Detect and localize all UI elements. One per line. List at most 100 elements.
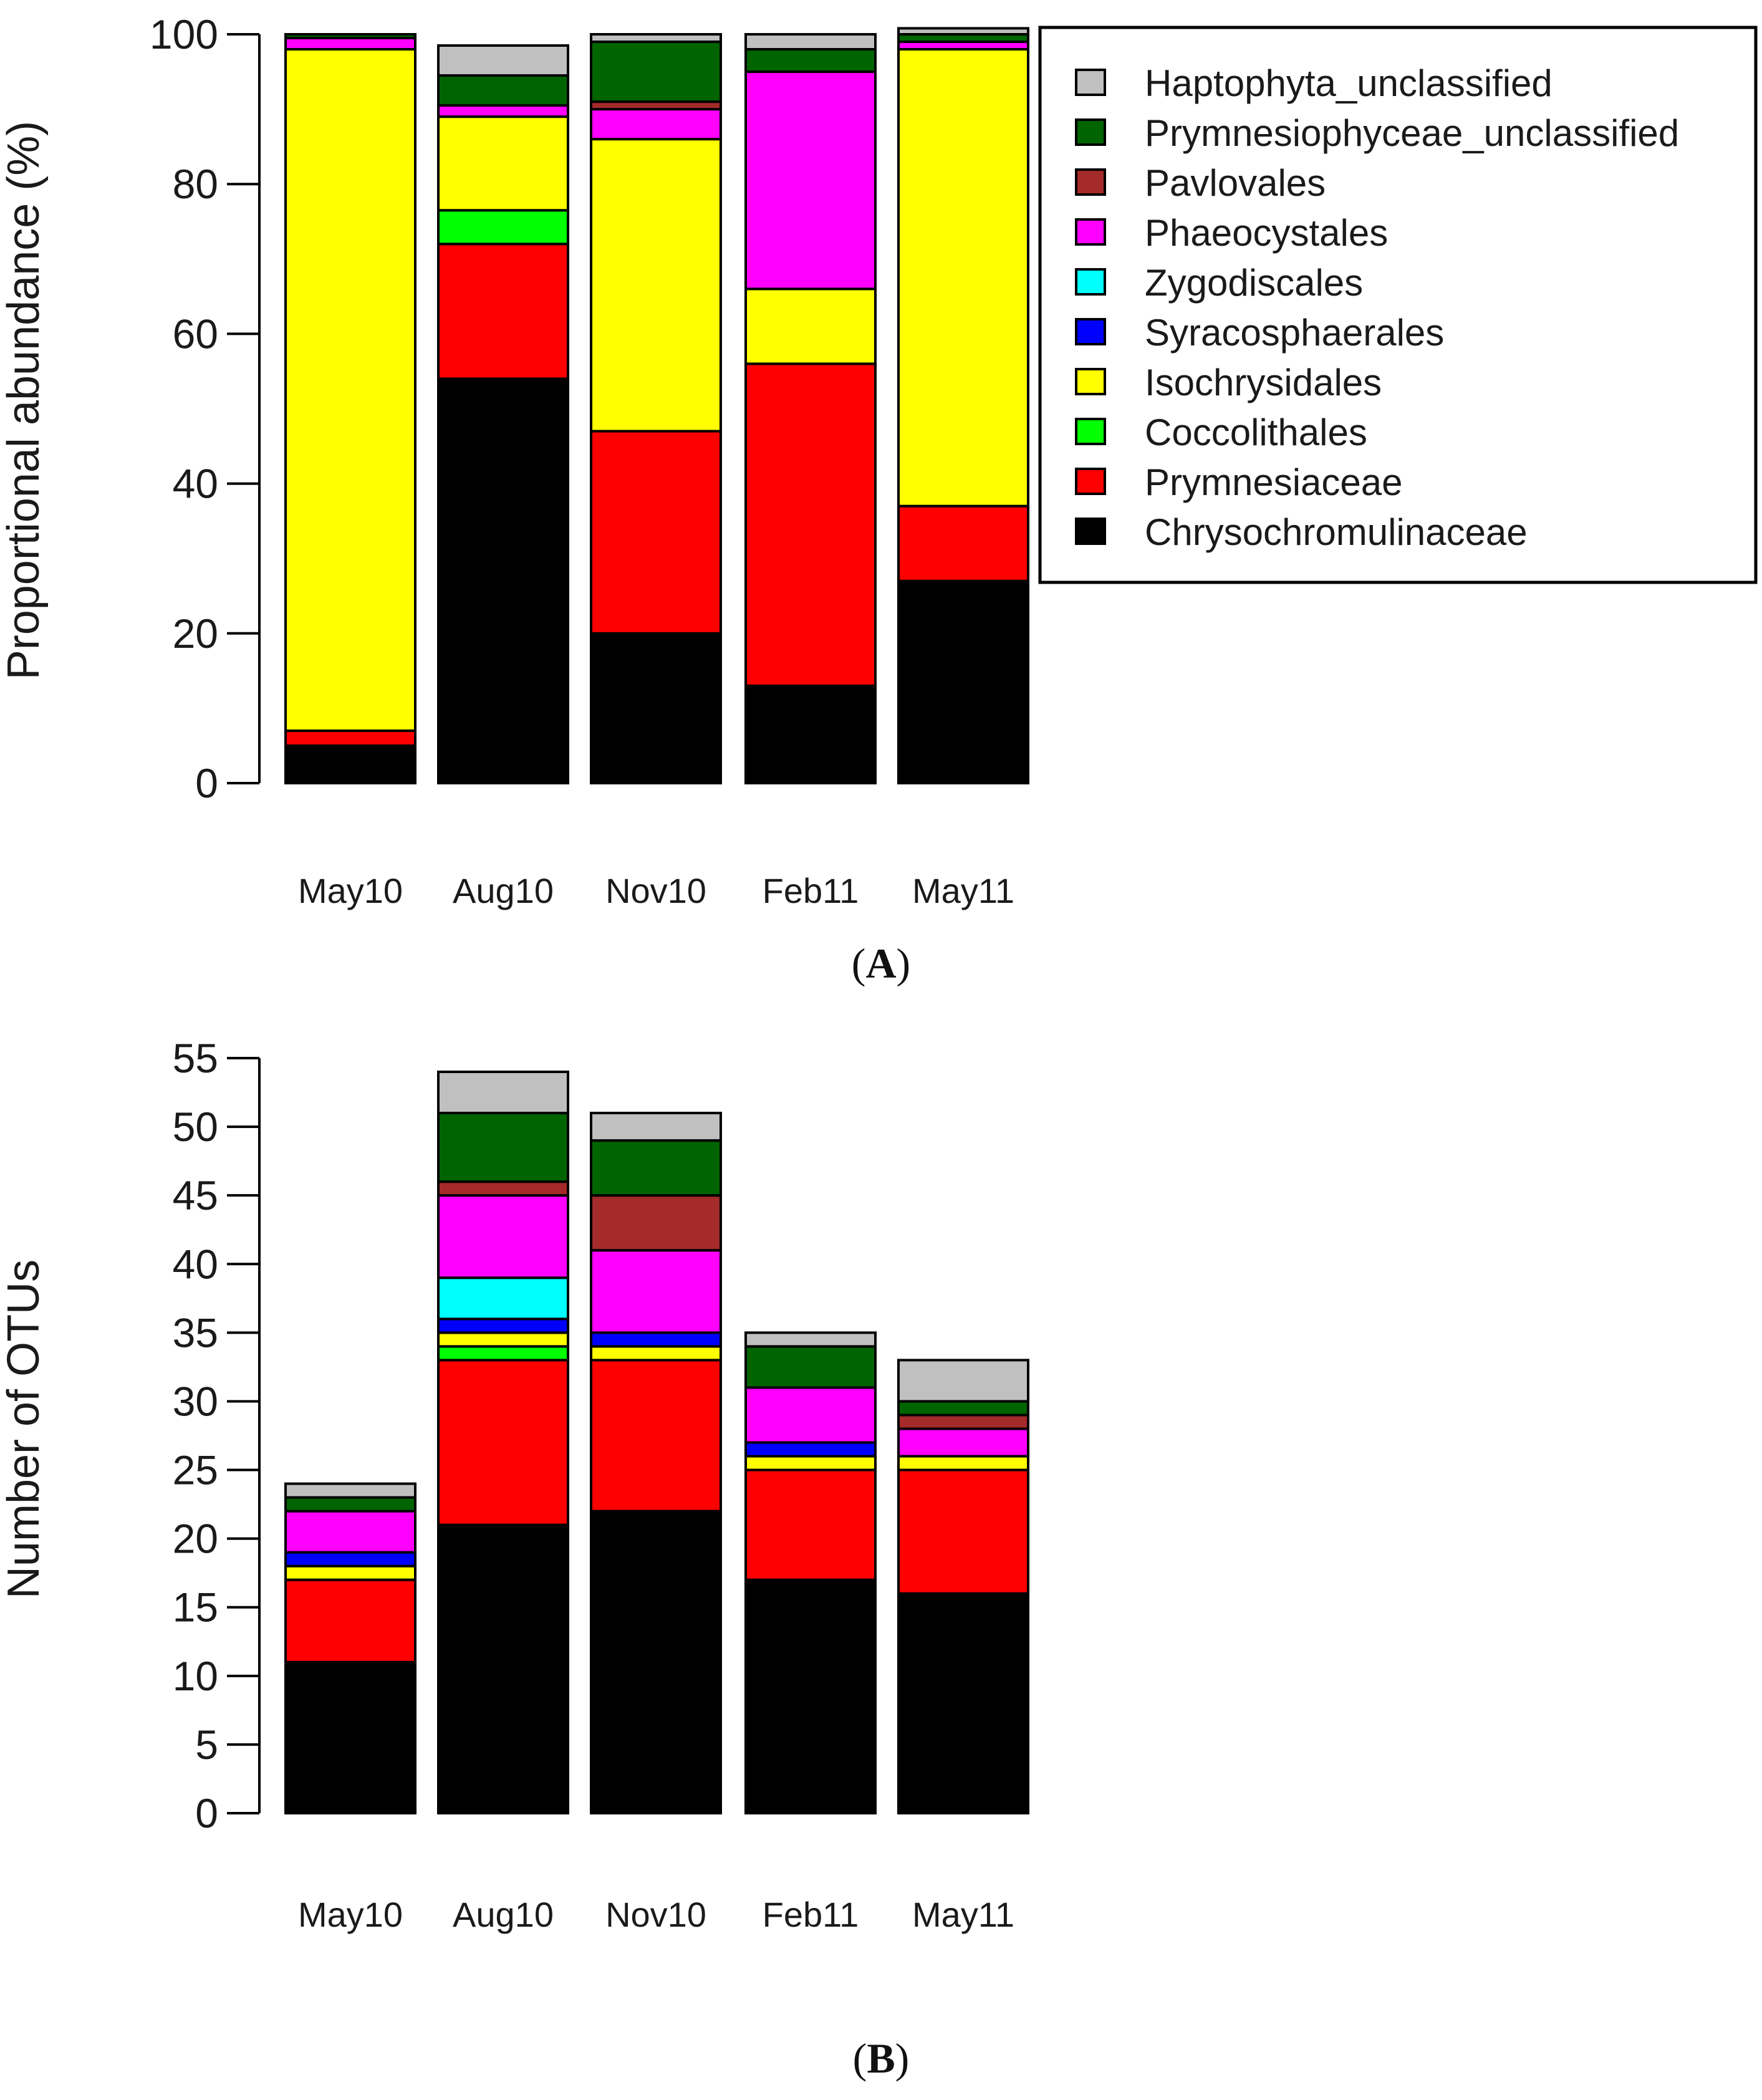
panel-a-bar-may10 bbox=[284, 33, 416, 784]
legend-label: Isochrysidales bbox=[1145, 362, 1382, 403]
legend-swatch bbox=[1075, 468, 1106, 495]
panel-a-segment-may10-prymnesiaceae bbox=[284, 729, 416, 747]
panel-a-category-label: Feb11 bbox=[763, 871, 859, 910]
panel-b-segment-may11-haptophyta-unclassified bbox=[897, 1359, 1029, 1403]
panel-b-label: (B) bbox=[853, 2035, 910, 2082]
panel-a-y-tick-label: 40 bbox=[173, 461, 218, 507]
panel-b-segment-may11-chrysochromulinaceae bbox=[897, 1592, 1029, 1814]
panel-b-segment-aug10-prymnesiophyceae-unclassified bbox=[437, 1112, 569, 1183]
legend-items: Haptophyta_unclassified Prymnesiophyceae_… bbox=[1075, 62, 1679, 553]
panel-a-segment-nov10-haptophyta-unclassified bbox=[590, 33, 722, 44]
panel-b-y-tick-label: 5 bbox=[195, 1722, 218, 1768]
panel-a-segment-may10-chrysochromulinaceae bbox=[284, 744, 416, 784]
legend-item-prymnesiaceae: Prymnesiaceae bbox=[1075, 461, 1403, 503]
panel-b-segment-aug10-haptophyta-unclassified bbox=[437, 1071, 569, 1115]
legend-label: Coccolithales bbox=[1145, 412, 1367, 453]
panel-b-segment-feb11-isochrysidales bbox=[744, 1455, 877, 1471]
panel-a-category-label: May11 bbox=[912, 871, 1014, 910]
panel-b-y-axis-title: Number of OTUs bbox=[0, 1260, 49, 1599]
panel-b-category-label: Aug10 bbox=[453, 1895, 554, 1934]
legend-item-coccolithales: Coccolithales bbox=[1075, 412, 1367, 453]
legend-swatch bbox=[1075, 318, 1106, 345]
panel-a-segment-aug10-prymnesiophyceae-unclassified bbox=[437, 74, 569, 107]
legend-label: Phaeocystales bbox=[1145, 212, 1388, 254]
legend-label: Haptophyta_unclassified bbox=[1145, 62, 1553, 104]
panel-b-segment-aug10-pavlovales bbox=[437, 1180, 569, 1197]
panel-a-segment-aug10-isochrysidales bbox=[437, 115, 569, 212]
panel-a-segment-feb11-chrysochromulinaceae bbox=[744, 684, 877, 784]
panel-b-y-tick-label: 50 bbox=[173, 1104, 218, 1150]
panel-b-category-label: Nov10 bbox=[605, 1895, 706, 1934]
panel-b-y-tick-label: 45 bbox=[173, 1172, 218, 1218]
panel-b-segment-nov10-haptophyta-unclassified bbox=[590, 1112, 722, 1142]
panel-b-segment-feb11-prymnesiaceae bbox=[744, 1468, 877, 1581]
panel-a-segment-may11-isochrysidales bbox=[897, 48, 1029, 508]
legend-label: Syracosphaerales bbox=[1145, 312, 1444, 354]
panel-b-segment-may10-prymnesiaceae bbox=[284, 1578, 416, 1664]
panel-a-segment-aug10-chrysochromulinaceae bbox=[437, 377, 569, 784]
panel-b-segment-may10-haptophyta-unclassified bbox=[284, 1482, 416, 1499]
panel-a-segment-feb11-prymnesiophyceae-unclassified bbox=[744, 48, 877, 74]
panel-a-segment-aug10-haptophyta-unclassified bbox=[437, 44, 569, 77]
panel-b-segment-aug10-isochrysidales bbox=[437, 1331, 569, 1348]
panel-b-y-tick-label: 15 bbox=[173, 1584, 218, 1630]
legend-item-haptophyta-unclassified: Haptophyta_unclassified bbox=[1075, 62, 1553, 104]
panel-b-segment-may11-phaeocystales bbox=[897, 1427, 1029, 1458]
legend-item-phaeocystales: Phaeocystales bbox=[1075, 212, 1388, 254]
panel-a-bars bbox=[284, 27, 1029, 784]
panel-b-y-tick-label: 35 bbox=[173, 1309, 218, 1356]
panel-a-segment-aug10-prymnesiaceae bbox=[437, 243, 569, 380]
panel-b-bar-aug10 bbox=[437, 1071, 569, 1814]
panel-a-segment-feb11-haptophyta-unclassified bbox=[744, 33, 877, 51]
panel-b-segment-nov10-phaeocystales bbox=[590, 1249, 722, 1334]
panel-a-segment-feb11-prymnesiaceae bbox=[744, 362, 877, 687]
legend: Haptophyta_unclassified Prymnesiophyceae_… bbox=[1038, 26, 1758, 584]
legend-swatch bbox=[1075, 69, 1106, 96]
legend-swatch bbox=[1075, 368, 1106, 395]
panel-a-segment-may11-chrysochromulinaceae bbox=[897, 579, 1029, 784]
panel-b-segment-aug10-phaeocystales bbox=[437, 1194, 569, 1279]
panel-b-segment-nov10-chrysochromulinaceae bbox=[590, 1510, 722, 1815]
panel-b-bar-feb11 bbox=[744, 1331, 877, 1814]
panel-b-segment-nov10-pavlovales bbox=[590, 1194, 722, 1252]
panel-a-bar-aug10 bbox=[437, 44, 569, 784]
panel-a-segment-may10-isochrysidales bbox=[284, 48, 416, 732]
panel-b-segment-may10-chrysochromulinaceae bbox=[284, 1660, 416, 1815]
panel-b-segment-aug10-prymnesiaceae bbox=[437, 1359, 569, 1526]
panel-a-y-tick-label: 60 bbox=[173, 311, 218, 357]
panel-b-y-tick-label: 30 bbox=[173, 1378, 218, 1424]
panel-b-y-tick-label: 25 bbox=[173, 1447, 218, 1493]
panel-a-y-tick-label: 20 bbox=[173, 610, 218, 657]
legend-label: Prymnesiaceae bbox=[1145, 461, 1403, 503]
panel-b-segment-aug10-chrysochromulinaceae bbox=[437, 1523, 569, 1814]
panel-a-segment-nov10-chrysochromulinaceae bbox=[590, 632, 722, 784]
panel-a-category-label: Aug10 bbox=[453, 871, 554, 910]
panel-a-category-labels: May10 Aug10 Nov10 Feb11 May11 bbox=[298, 871, 1014, 910]
panel-b-segment-may10-syracosphaerales bbox=[284, 1551, 416, 1568]
panel-b-category-label: May10 bbox=[298, 1895, 403, 1934]
panel-b-category-labels: May10 Aug10 Nov10 Feb11 May11 bbox=[298, 1895, 1014, 1934]
legend-label: Zygodiscales bbox=[1145, 262, 1363, 304]
panel-b-segment-nov10-prymnesiaceae bbox=[590, 1359, 722, 1513]
panel-b-segment-may11-prymnesiophyceae-unclassified bbox=[897, 1400, 1029, 1417]
panel-a-segment-feb11-isochrysidales bbox=[744, 287, 877, 365]
panel-a-segment-nov10-prymnesiaceae bbox=[590, 430, 722, 635]
panel-b-segment-feb11-prymnesiophyceae-unclassified bbox=[744, 1345, 877, 1389]
legend-label: Chrysochromulinaceae bbox=[1145, 511, 1528, 553]
panel-a-bar-may11 bbox=[897, 27, 1029, 784]
legend-label: Pavlovales bbox=[1145, 162, 1326, 204]
legend-item-zygodiscales: Zygodiscales bbox=[1075, 262, 1363, 304]
panel-b-y-tick-label: 0 bbox=[195, 1790, 218, 1836]
panel-b-segment-feb11-haptophyta-unclassified bbox=[744, 1331, 877, 1348]
panel-b-bar-nov10 bbox=[590, 1112, 722, 1815]
legend-item-syracosphaerales: Syracosphaerales bbox=[1075, 312, 1444, 354]
legend-swatch bbox=[1075, 418, 1106, 445]
panel-a-y-axis-title: Proportional abundance (%) bbox=[0, 121, 49, 680]
panel-a-letter: A bbox=[865, 940, 896, 987]
panel-b-y-tick-label: 40 bbox=[173, 1241, 218, 1287]
legend-swatch bbox=[1075, 518, 1106, 545]
panel-a-category-label: May10 bbox=[298, 871, 403, 910]
panel-a-segment-aug10-coccolithales bbox=[437, 209, 569, 246]
panel-b-y-tick-label: 20 bbox=[173, 1516, 218, 1562]
